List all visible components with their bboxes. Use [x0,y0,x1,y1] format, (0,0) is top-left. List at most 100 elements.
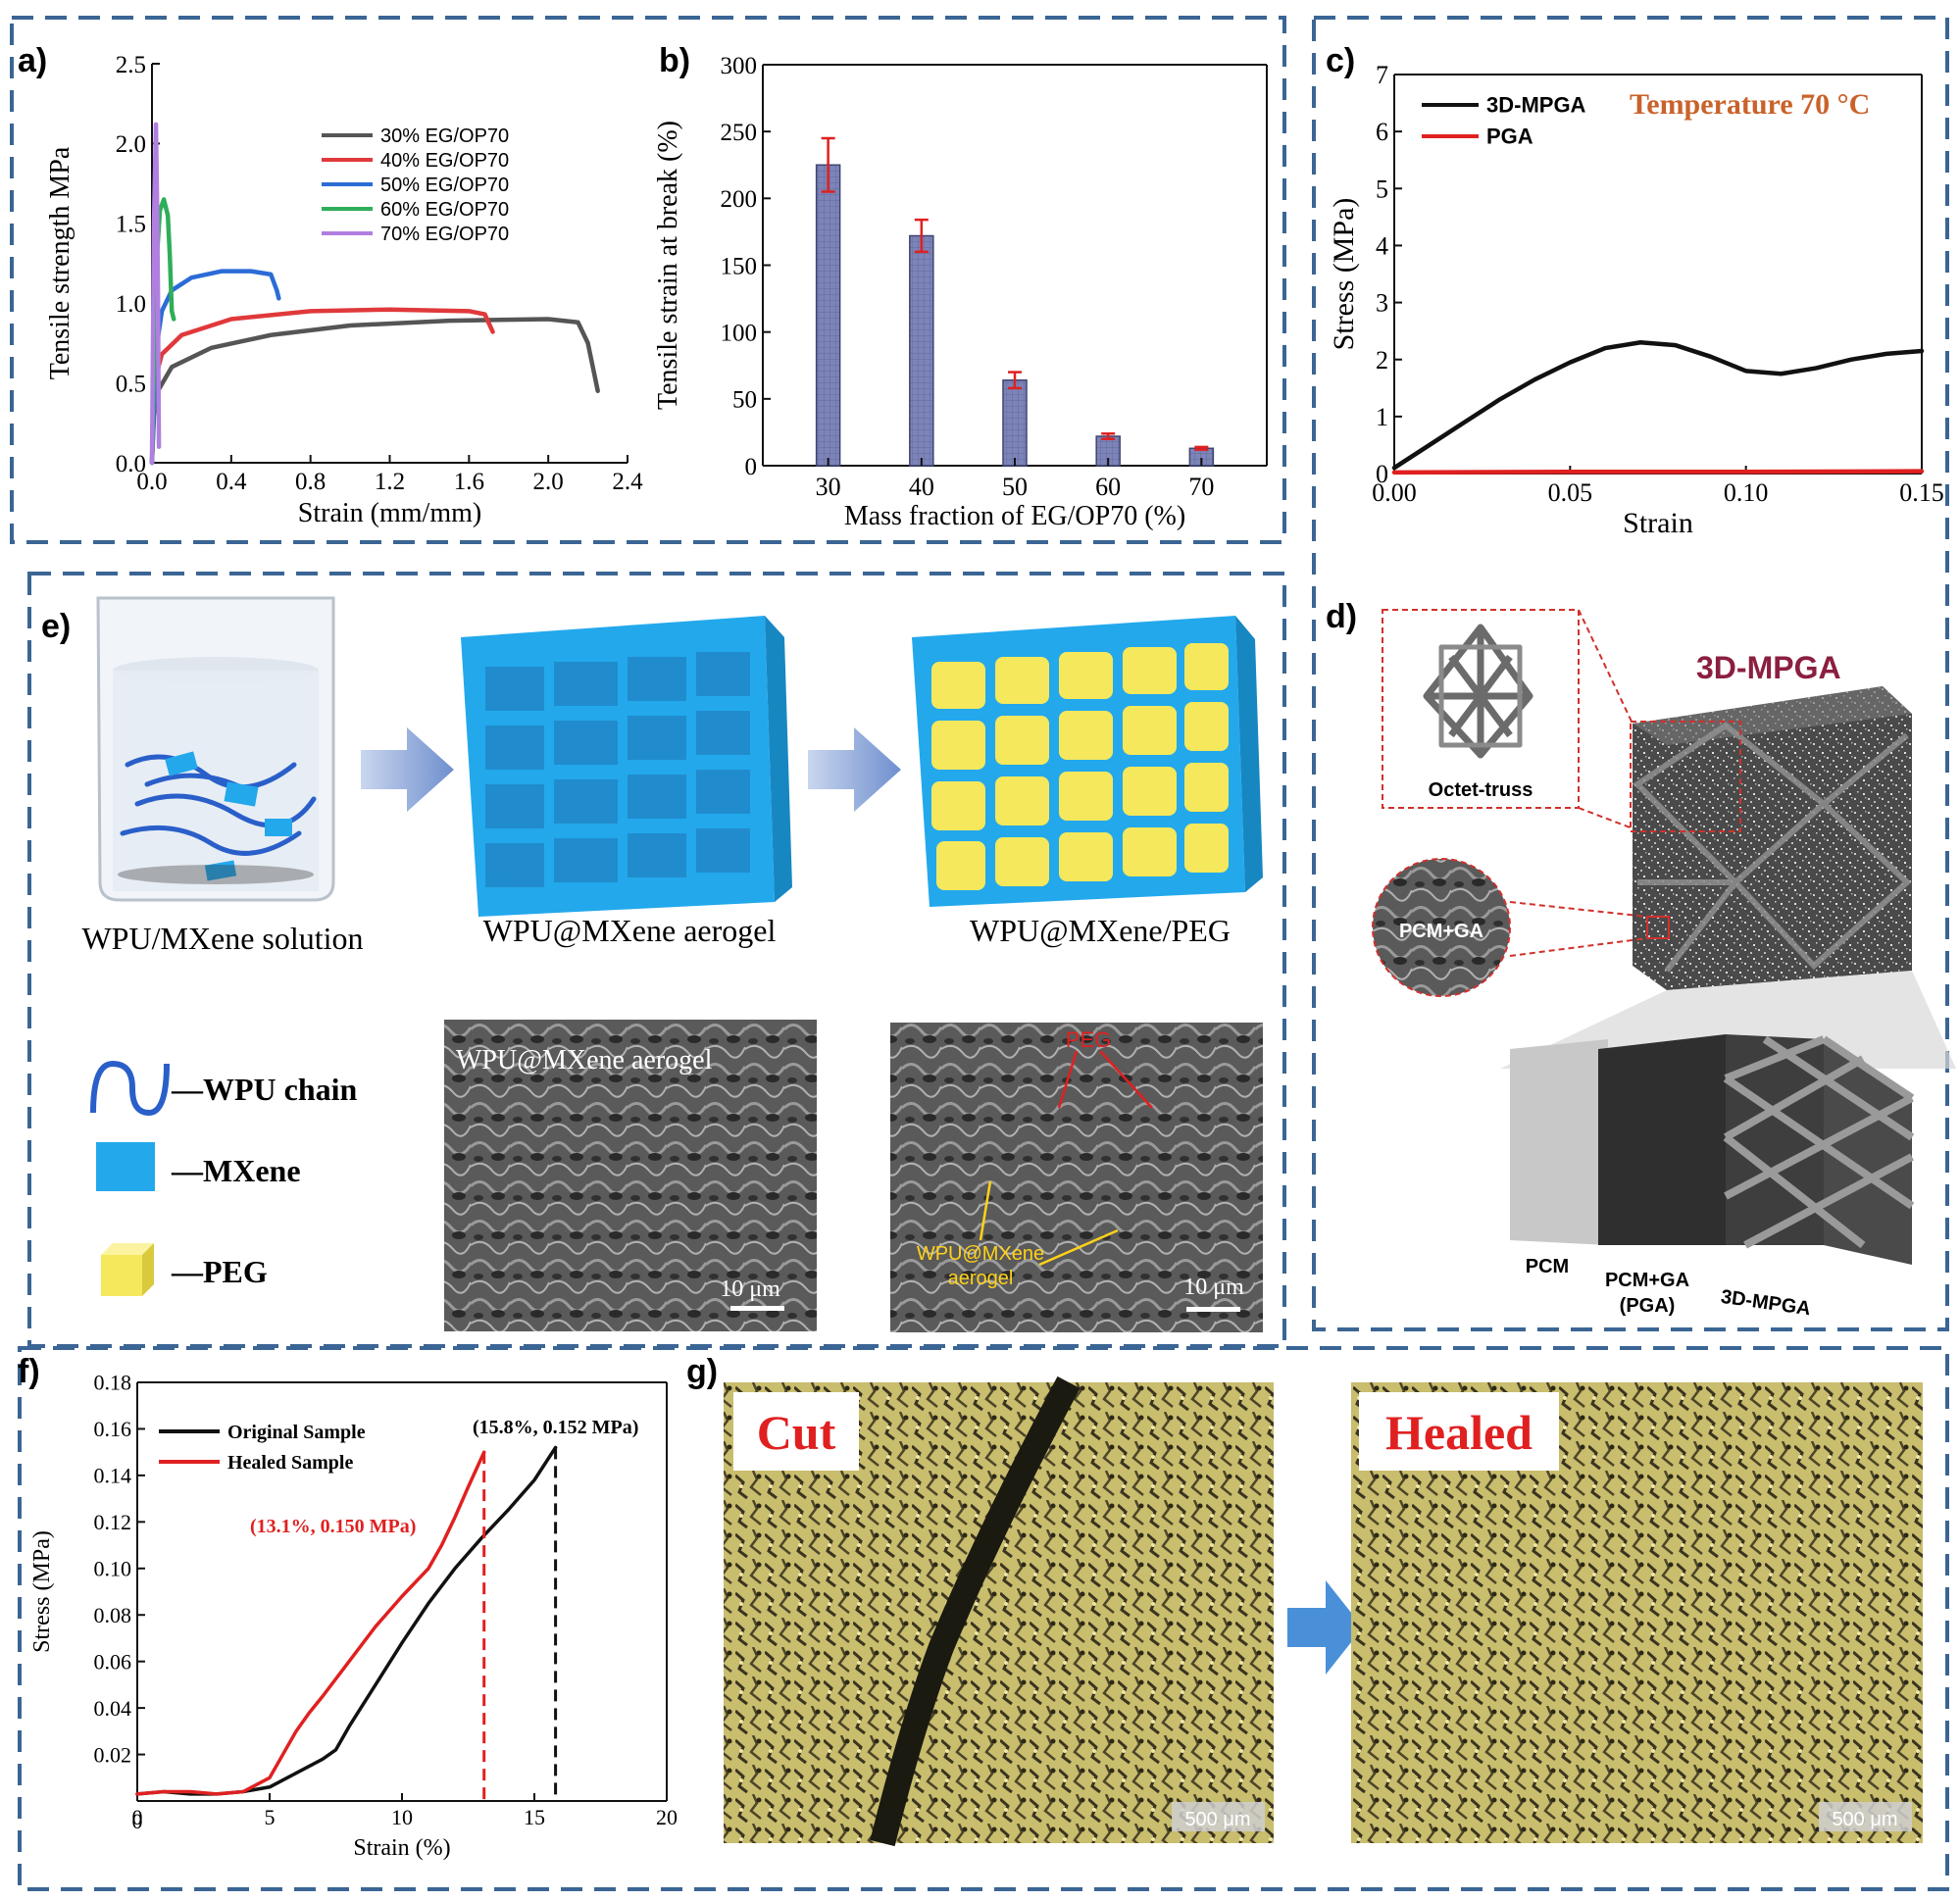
legend-label: 50% EG/OP70 [380,175,509,196]
panel-letter-g: g) [686,1353,718,1390]
sem-image-aerogel [444,1020,817,1331]
panel-letter-c: c) [1326,42,1355,79]
x-axis-label: Strain [1623,507,1693,539]
x-tick-label: 0.0 [136,469,167,495]
legend-label: 30% EG/OP70 [380,125,509,147]
x-tick-label: 1.2 [375,469,405,495]
panel-d-3d-mpga-illustration: d) 3D-MPGA Octet-truss PCM+GA [1326,598,1956,1320]
inset-leader-lines [1578,609,1633,829]
healed-scale-label: 500 μm [1832,1809,1897,1830]
composite-block-illustration [912,616,1263,907]
y-tick-label: 7 [1376,61,1388,89]
x-tick-label: 0.05 [1548,478,1593,507]
y-axis-label: Tensile strength MPa [45,146,75,379]
sem-left-scale-label: 10 μm [720,1276,780,1302]
x-axis-label: Strain (%) [353,1835,450,1861]
y-tick-label: 0.18 [94,1371,132,1395]
x-tick-label: 20 [656,1805,678,1829]
y-tick-label: 0.08 [94,1603,132,1627]
x-axis-label: Strain (mm/mm) [298,498,481,528]
legend-peg-label: —PEG [171,1254,268,1289]
y-tick-label: 0.5 [116,371,146,397]
y-tick-label: 0.16 [94,1417,132,1441]
y-tick-label: 0.0 [116,451,146,477]
aerogel-label: WPU@MXene aerogel [483,913,777,948]
legend-label: 3D-MPGA [1486,93,1586,118]
y-tick-label: 3 [1376,289,1388,318]
panel-b-bars: 30 40 50 60 70 [815,136,1214,501]
healed-label: Healed [1385,1405,1533,1460]
sem-right-scale-label: 10 μm [1183,1275,1244,1300]
y-tick-label: 2 [1376,346,1388,375]
panel-a-series-lines [149,122,600,466]
y-tick-label: 0.14 [94,1464,132,1488]
panel-f-legend: Original Sample Healed Sample [159,1422,366,1474]
panel-f-series-lines [135,1445,558,1801]
mpga-bottom-label: 3D-MPGA [1720,1286,1812,1321]
series-line-70-eg-op70 [149,122,162,466]
pga-label-line1: PCM+GA [1605,1270,1689,1291]
y-axis-label: Stress (MPa) [29,1530,55,1653]
y-tick-label: 0 [745,454,758,480]
aerogel-block-illustration [461,616,792,917]
x-tick-label: 0.8 [295,469,326,495]
legend-label: Original Sample [227,1422,366,1443]
pga-label-line2: (PGA) [1620,1295,1676,1317]
panel-letter-a: a) [18,42,47,79]
panel-c-legend: 3D-MPGA PGA Temperature 70 °C [1422,88,1870,149]
panel-frame-1 [1312,16,1949,1331]
series-line-40-eg-op70 [149,307,495,466]
y-tick-label: 50 [732,387,757,414]
legend-label: PGA [1486,125,1533,149]
x-tick-label: 5 [265,1805,276,1829]
panel-frame-0 [10,16,1286,544]
y-tick-label: 1 [1376,403,1388,431]
process-arrow-2 [808,727,901,812]
sem-zoom-box [1646,916,1670,939]
sem-aerogel-label-line1: WPU@MXene [917,1243,1044,1265]
x-tick-label: 2.4 [612,469,643,495]
panel-letter-f: f) [18,1353,40,1390]
y-tick-label: 200 [721,186,758,213]
x-tick-label: 30 [816,473,841,501]
y-tick-label: 1.5 [116,212,146,238]
y-tick-label: 4 [1376,232,1388,261]
temperature-annotation: Temperature 70 °C [1630,88,1870,121]
panel-a-tensile-strength-chart: a) 0.0 0.5 1.0 1.5 2.0 2.5 0.0 0.4 0.8 1.2 1.6 2.0 2… [18,42,643,528]
y-tick-label: 250 [721,120,758,146]
panel-a-legend: 30% EG/OP70 40% EG/OP70 50% EG/OP70 60% EG/… [322,125,509,245]
bar-30 [815,164,841,467]
beaker-illustration [96,596,335,902]
x-tick-label: 15 [524,1805,545,1829]
legend-wpu-label: —WPU chain [171,1072,358,1107]
sem-right-scale-bar [1186,1307,1240,1312]
cut-scale-box [1172,1802,1265,1831]
x-tick-label: 2.0 [533,469,564,495]
panel-e-fabrication-scheme: e) WPU/MXene solution [41,596,1263,1332]
series-line-original-sample [135,1445,558,1796]
sem-peg-label: PEG [1066,1027,1111,1052]
bar-40 [909,234,934,467]
series-line-pga [1391,469,1925,475]
cut-crack [870,1376,1081,1847]
cut-scale-label: 500 μm [1184,1809,1250,1830]
x-tick-label: 40 [909,473,934,501]
projection-cone [1500,971,1956,1069]
x-tick-label: 10 [391,1805,413,1829]
sem-left-scale-bar [730,1306,784,1311]
x-tick-label: 50 [1002,473,1028,501]
x-origin-label: 0 [132,1809,143,1833]
y-tick-label: 0 [1376,460,1388,488]
panel-frames [10,16,1949,1891]
process-arrow-1 [361,727,454,812]
cut-label: Cut [757,1405,836,1460]
sem-aerogel-arrows [979,1180,1119,1267]
y-tick-label: 2.0 [116,131,146,158]
x-tick-label: 0.15 [1899,478,1944,507]
y-axis-label: Tensile strain at break (%) [653,121,683,410]
y-tick-label: 100 [721,320,758,346]
y-tick-label: 0.04 [94,1696,132,1721]
y-tick-label: 150 [721,253,758,279]
panel-b-axes: 0 50 100 150 200 250 300 Mass fraction of EG/OP… [653,53,1268,531]
